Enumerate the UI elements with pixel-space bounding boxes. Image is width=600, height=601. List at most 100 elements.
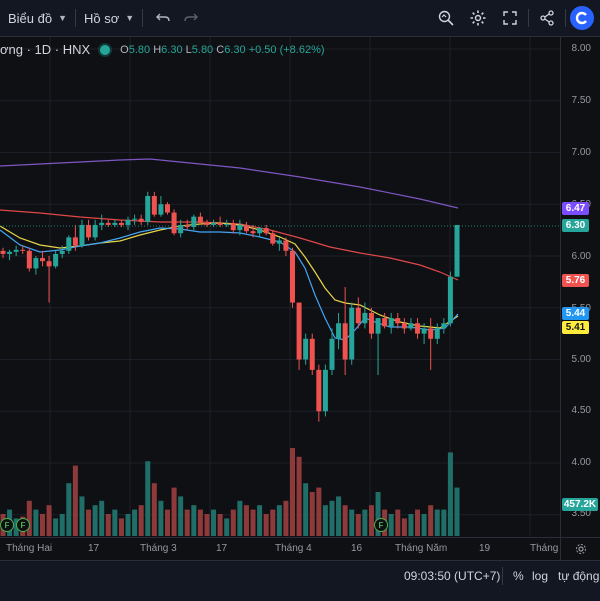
candle-body	[224, 223, 230, 225]
candle-body	[197, 216, 203, 223]
candle-body	[263, 228, 269, 234]
candlesticks	[0, 191, 460, 422]
volume-bar	[283, 500, 289, 536]
volume-bar	[421, 514, 427, 536]
candle-body	[7, 251, 13, 254]
toolbar-divider	[565, 9, 566, 27]
candle-body	[13, 249, 19, 252]
ma-red-line	[0, 209, 459, 281]
volume-bar	[434, 509, 440, 536]
volume-bar	[388, 514, 394, 536]
toolbar-divider	[528, 9, 529, 27]
candle-body	[66, 237, 72, 251]
fullscreen-button[interactable]	[496, 4, 524, 32]
candle-body	[243, 224, 249, 232]
screenshot-zoom-button[interactable]	[432, 4, 460, 32]
profile-menu[interactable]: Hồ sơ ▼	[76, 0, 142, 36]
candle-body	[217, 222, 223, 225]
candle-body	[322, 369, 328, 412]
price-tick: 4.50	[571, 405, 591, 416]
log-scale-toggle[interactable]: log	[532, 569, 549, 583]
auto-scale-toggle[interactable]: tự động	[558, 569, 600, 583]
candle-body	[112, 222, 118, 225]
ma-yellow-badge: 5.41	[562, 321, 589, 334]
dividend-marker[interactable]: F	[374, 518, 388, 532]
gear-icon	[470, 10, 486, 26]
undo-button[interactable]	[149, 4, 177, 32]
price-tick: 7.00	[571, 147, 591, 158]
candle-body	[59, 250, 65, 254]
time-axis[interactable]: Tháng Hai 17 Tháng 3 17 Tháng 4 16 Tháng…	[0, 537, 560, 560]
dividend-marker[interactable]: F	[0, 518, 14, 532]
candle-body	[441, 323, 447, 329]
logo-icon	[575, 11, 587, 25]
candle-body	[329, 338, 335, 370]
dividend-marker[interactable]: F	[16, 518, 30, 532]
price-tick: 6.00	[571, 251, 591, 262]
volume-bar	[39, 514, 45, 536]
volume-bar	[257, 505, 263, 536]
volume-bar	[66, 483, 72, 536]
candle-body	[158, 204, 164, 215]
volume-bar	[263, 514, 269, 536]
volume-bar	[408, 514, 414, 536]
right-toolbar	[432, 0, 600, 36]
volume-bar	[138, 505, 144, 536]
candle-body	[72, 237, 78, 246]
candle-body	[53, 253, 59, 267]
volume-bar	[276, 505, 282, 536]
volume-bar	[237, 500, 243, 536]
volume-bar	[125, 514, 131, 536]
volume-bar	[26, 500, 32, 536]
candle-body	[46, 261, 52, 267]
candle-body	[211, 222, 217, 225]
volume-bar	[132, 509, 138, 536]
price-chart[interactable]	[0, 37, 600, 537]
volume-bar	[191, 505, 197, 536]
volume-bar	[59, 514, 65, 536]
volume-bar	[72, 465, 78, 536]
volume-bar	[270, 509, 276, 536]
volume-bar	[178, 496, 184, 536]
candle-body	[454, 224, 460, 277]
settings-button[interactable]	[464, 4, 492, 32]
candle-body	[138, 218, 144, 222]
volume-bar	[211, 509, 217, 536]
candle-body	[395, 318, 401, 324]
candle-body	[447, 276, 453, 324]
clock-timezone[interactable]: 09:03:50 (UTC+7)	[404, 569, 501, 583]
top-toolbar: Biểu đồ ▼ Hồ sơ ▼	[0, 0, 600, 37]
chevron-down-icon: ▼	[125, 13, 135, 23]
volume-bar	[105, 514, 111, 536]
redo-button[interactable]	[177, 4, 205, 32]
candle-body	[171, 212, 177, 234]
price-axis[interactable]: 8.00 7.50 7.00 6.50 6.00 5.50 5.00 4.50 …	[560, 37, 600, 537]
share-button[interactable]	[533, 4, 561, 32]
chart-menu[interactable]: Biểu đồ ▼	[0, 0, 75, 36]
candle-body	[316, 369, 322, 412]
candle-body	[0, 250, 6, 254]
chart-background	[0, 37, 560, 537]
time-label: Tháng 3	[140, 543, 177, 554]
candle-body	[26, 250, 32, 269]
candle-body	[401, 323, 407, 329]
price-tick: 3.50	[571, 508, 591, 519]
volume-bar	[204, 514, 210, 536]
brand-logo[interactable]	[570, 6, 594, 30]
candle-body	[415, 323, 421, 334]
percent-scale-toggle[interactable]: %	[513, 569, 524, 583]
redo-icon	[184, 13, 199, 22]
volume-bar	[46, 505, 52, 536]
volume-bar	[230, 509, 236, 536]
price-tick: 7.50	[571, 95, 591, 106]
axis-settings-button[interactable]	[560, 537, 600, 560]
volume-bar	[99, 500, 105, 536]
candle-body	[39, 258, 45, 262]
price-tick: 8.00	[571, 43, 591, 54]
volume-bar	[79, 496, 85, 536]
candle-body	[178, 224, 184, 234]
candle-body	[86, 224, 92, 238]
volume-badge: 457.2K	[562, 498, 598, 511]
symbol-label[interactable]: ơng · 1D · HNX	[0, 42, 91, 57]
candle-body	[368, 312, 374, 334]
